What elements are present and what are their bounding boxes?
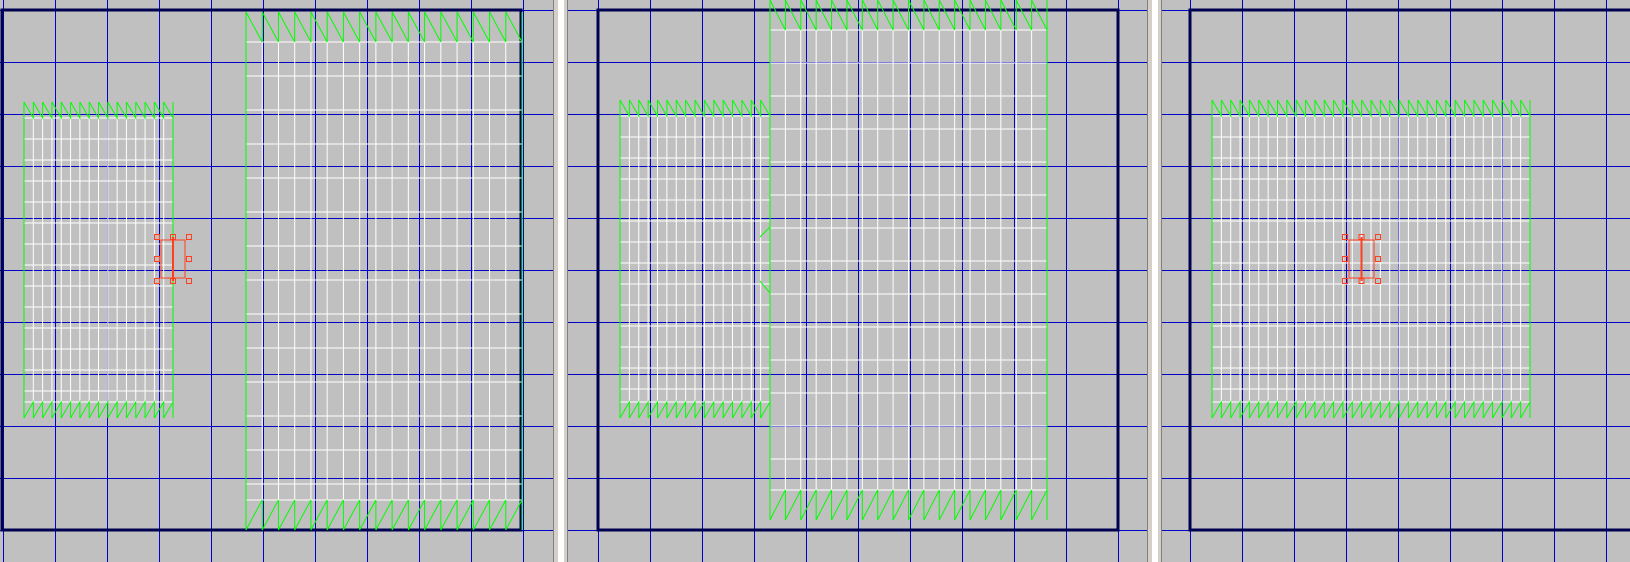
viewport-canvas	[568, 0, 1147, 562]
brush-teeth	[23, 101, 174, 419]
brush-edge	[1211, 100, 1531, 418]
selection-handle	[154, 278, 160, 284]
selection-handle	[1375, 278, 1381, 284]
world-bounds-frame	[0, 8, 523, 532]
selection-gizmo	[1342, 234, 1381, 284]
viewport-left[interactable]	[0, 0, 553, 562]
selection-handle	[1342, 234, 1348, 240]
grid	[0, 0, 553, 562]
selection-gizmo	[154, 234, 192, 284]
selection-handle	[1358, 234, 1365, 240]
selection-handle	[1358, 278, 1365, 284]
brush	[619, 99, 771, 419]
selection-handle	[186, 256, 192, 262]
brush	[759, 0, 1048, 521]
brush	[1211, 99, 1531, 419]
brush-teeth	[619, 99, 771, 419]
selection-handle	[154, 234, 160, 240]
viewport-middle[interactable]	[568, 0, 1147, 562]
selection-handle	[1375, 256, 1381, 262]
grid	[1162, 0, 1630, 562]
viewport-splitter-1[interactable]	[553, 0, 568, 562]
world-bounds-frame	[1188, 8, 1630, 532]
brush-teeth	[245, 11, 523, 531]
viewport-splitter-2[interactable]	[1147, 0, 1162, 562]
brush-teeth	[769, 0, 1048, 521]
viewport-right[interactable]	[1162, 0, 1630, 562]
selection-handle	[186, 278, 192, 284]
viewport-canvas	[1162, 0, 1630, 562]
world-bounds-frame	[596, 8, 1120, 532]
brush-edge	[245, 12, 523, 530]
brush	[245, 11, 523, 531]
brush-teeth	[1211, 99, 1531, 419]
selection-handle	[186, 234, 192, 240]
selection-handle	[154, 256, 160, 262]
selection-handle	[1342, 256, 1348, 262]
selection-handle	[170, 278, 176, 284]
selection-handle	[1375, 234, 1381, 240]
selection-handle	[1342, 278, 1348, 284]
brush	[23, 101, 174, 419]
brush-edge	[759, 0, 1048, 520]
viewport-canvas	[0, 0, 553, 562]
selection-handle	[170, 234, 176, 240]
grid	[568, 0, 1147, 562]
